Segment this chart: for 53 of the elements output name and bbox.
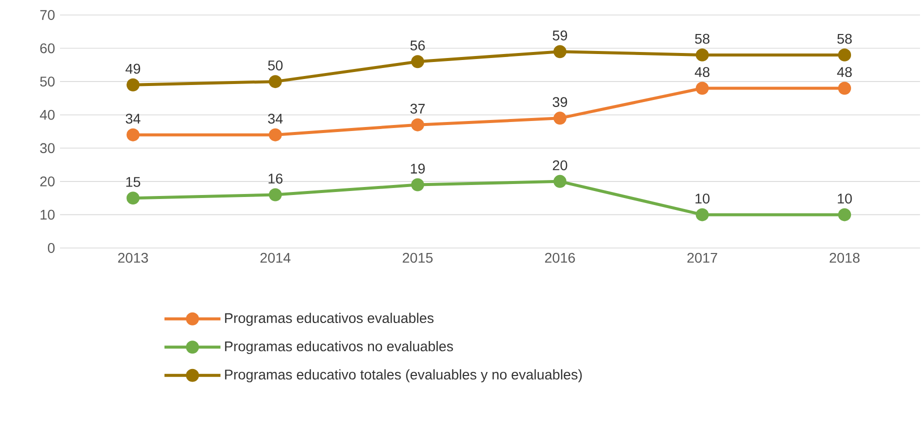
y-tick-label: 30 bbox=[40, 143, 55, 154]
x-tick-label: 2015 bbox=[402, 252, 433, 263]
point bbox=[126, 78, 140, 92]
point bbox=[838, 48, 852, 62]
point bbox=[411, 55, 424, 68]
point bbox=[268, 188, 282, 202]
data-label: 15 bbox=[126, 177, 140, 187]
point bbox=[838, 82, 852, 95]
data-label: 39 bbox=[552, 97, 568, 108]
data-label: 16 bbox=[268, 174, 282, 184]
data-label: 19 bbox=[410, 164, 425, 174]
data-label: 56 bbox=[410, 40, 425, 50]
x-tick-label: 2016 bbox=[545, 252, 575, 263]
data-label: 58 bbox=[837, 34, 852, 44]
point bbox=[696, 48, 709, 62]
point bbox=[411, 178, 424, 192]
data-label: 48 bbox=[837, 67, 852, 78]
y-tick-label: 10 bbox=[40, 210, 55, 220]
point bbox=[268, 75, 282, 88]
y-tick-label: 70 bbox=[40, 10, 55, 20]
point bbox=[696, 208, 709, 222]
data-label: 10 bbox=[696, 194, 710, 204]
y-tick-label: 40 bbox=[40, 110, 55, 120]
point bbox=[268, 128, 282, 142]
data-label: 10 bbox=[838, 194, 852, 204]
legend-label: Programas educativo totales (evaluables y no evaluables) bbox=[225, 369, 582, 382]
data-label: 34 bbox=[126, 114, 140, 124]
data-label: 37 bbox=[410, 104, 425, 114]
data-label: 20 bbox=[552, 160, 568, 170]
legend-label: Programas educativos evaluables bbox=[225, 312, 434, 326]
x-tick-label: 2017 bbox=[687, 252, 718, 263]
x-tick-label: 2013 bbox=[118, 252, 148, 263]
point bbox=[838, 208, 852, 222]
point bbox=[126, 192, 140, 205]
data-label: 48 bbox=[694, 67, 710, 78]
point bbox=[696, 82, 709, 95]
point bbox=[553, 112, 566, 125]
y-tick-label: 60 bbox=[40, 43, 55, 54]
y-tick-label: 0 bbox=[48, 243, 55, 253]
point bbox=[553, 45, 566, 58]
y-tick-label: 20 bbox=[40, 176, 55, 186]
data-label: 34 bbox=[268, 114, 283, 124]
point bbox=[553, 174, 566, 188]
data-label: 49 bbox=[126, 64, 140, 74]
legend-label: Programas educativos no evaluables bbox=[225, 341, 453, 354]
data-label: 58 bbox=[695, 34, 710, 44]
data-label: 50 bbox=[268, 60, 283, 70]
data-label: 59 bbox=[552, 30, 568, 40]
x-tick-label: 2014 bbox=[260, 252, 290, 263]
x-tick-label: 2018 bbox=[830, 252, 860, 263]
point bbox=[126, 128, 140, 142]
point bbox=[411, 118, 424, 132]
y-tick-label: 50 bbox=[40, 76, 55, 87]
